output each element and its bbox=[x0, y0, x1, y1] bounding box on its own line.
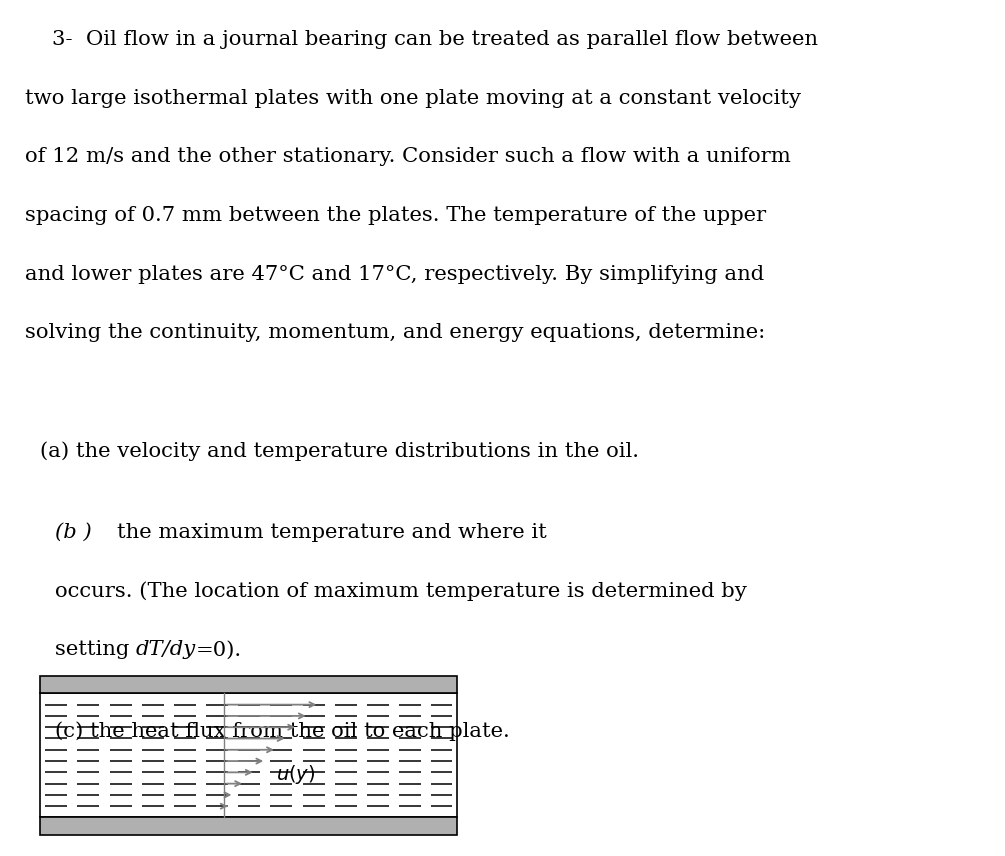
Text: and lower plates are 47°C and 17°C, respectively. By simplifying and: and lower plates are 47°C and 17°C, resp… bbox=[25, 265, 764, 283]
Text: solving the continuity, momentum, and energy equations, determine:: solving the continuity, momentum, and en… bbox=[25, 324, 766, 342]
Text: the maximum temperature and where it: the maximum temperature and where it bbox=[117, 523, 547, 542]
Text: setting: setting bbox=[55, 640, 137, 659]
Text: (c) the heat flux from the oil to each plate.: (c) the heat flux from the oil to each p… bbox=[55, 722, 510, 741]
Text: (b ): (b ) bbox=[55, 523, 92, 542]
Text: dT/dy: dT/dy bbox=[136, 640, 196, 659]
Bar bbox=[40, 676, 457, 693]
Text: $u(y)$: $u(y)$ bbox=[276, 763, 316, 786]
Text: =0).: =0). bbox=[196, 640, 242, 659]
Text: occurs. (The location of maximum temperature is determined by: occurs. (The location of maximum tempera… bbox=[55, 582, 747, 601]
Text: spacing of 0.7 mm between the plates. The temperature of the upper: spacing of 0.7 mm between the plates. Th… bbox=[25, 206, 766, 225]
Bar bbox=[40, 693, 457, 817]
Text: (a) the velocity and temperature distributions in the oil.: (a) the velocity and temperature distrib… bbox=[40, 442, 639, 461]
Text: two large isothermal plates with one plate moving at a constant velocity: two large isothermal plates with one pla… bbox=[25, 89, 801, 108]
Text: 3-  Oil flow in a journal bearing can be treated as parallel flow between: 3- Oil flow in a journal bearing can be … bbox=[25, 30, 818, 49]
Text: of 12 m/s and the other stationary. Consider such a flow with a uniform: of 12 m/s and the other stationary. Cons… bbox=[25, 147, 791, 166]
Bar bbox=[40, 817, 457, 835]
